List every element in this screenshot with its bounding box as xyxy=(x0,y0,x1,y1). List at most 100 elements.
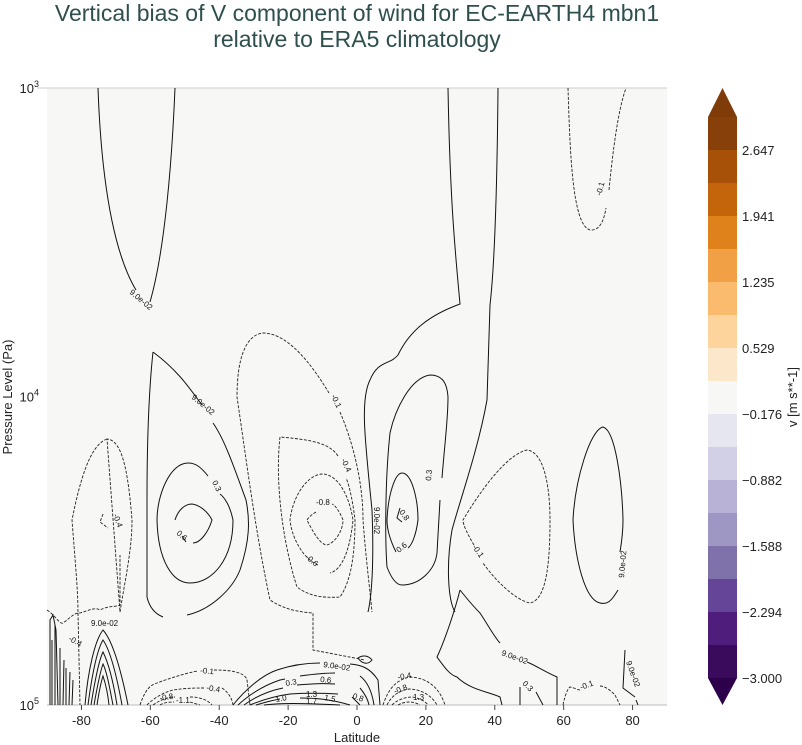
colorbar-band xyxy=(708,447,737,481)
y-tick-base: 10 xyxy=(20,81,34,96)
colorbar-extend-top xyxy=(708,88,737,117)
colorbar-tick-label: −0.176 xyxy=(742,407,782,422)
contour-line xyxy=(249,692,361,706)
contour-line xyxy=(243,683,370,706)
colorbar-band xyxy=(708,513,737,547)
colorbar-tick-label: 0.529 xyxy=(742,341,775,356)
contour-line xyxy=(567,87,627,231)
contour-label: 9.0e-02 xyxy=(617,550,628,578)
contour-line xyxy=(462,449,551,604)
colorbar-band xyxy=(708,282,737,316)
contour-line xyxy=(391,696,429,706)
colorbar-tick-label: 1.941 xyxy=(742,209,775,224)
colorbar xyxy=(708,88,737,705)
x-tick-label: 60 xyxy=(556,713,570,728)
contour-label: -0.4 xyxy=(206,683,222,694)
y-tick-exponent: 3 xyxy=(34,79,39,89)
contour-line xyxy=(385,374,449,586)
colorbar-band xyxy=(708,480,737,514)
contour-lines xyxy=(46,87,639,706)
contour-label: -0.8 xyxy=(159,692,175,703)
contour-line xyxy=(386,472,419,553)
colorbar-band xyxy=(708,183,737,217)
colorbar-band xyxy=(708,414,737,448)
contour-line xyxy=(90,650,118,706)
contour-label: 0.3 xyxy=(285,677,298,688)
contour-label: -0.1 xyxy=(594,180,606,196)
contour-line xyxy=(277,436,356,598)
contour-line xyxy=(386,688,438,706)
colorbar-extend-bottom xyxy=(708,678,737,705)
colorbar-band xyxy=(708,315,737,349)
contour-line xyxy=(306,503,344,546)
colorbar-band xyxy=(708,216,737,250)
y-tick-exponent: 5 xyxy=(34,696,39,706)
contour-line xyxy=(139,669,251,706)
contour-line xyxy=(156,462,234,584)
contour-line xyxy=(357,655,373,664)
colorbar-ticks: 2.647 1.941 1.235 0.529 −0.176 −0.882 −1.588 −2… xyxy=(742,143,782,686)
contour-line xyxy=(97,87,176,303)
contour-line xyxy=(562,685,621,706)
y-tick-label: 103 xyxy=(20,79,39,96)
chart-title-line-2: relative to ERA5 climatology xyxy=(213,26,501,52)
contour-label: -0.1 xyxy=(200,666,215,676)
colorbar-tick-label: −3.000 xyxy=(742,671,782,686)
x-tick-label: 80 xyxy=(625,713,639,728)
contour-line xyxy=(572,426,624,604)
contour-line xyxy=(397,701,421,706)
contour-line xyxy=(382,676,446,706)
contour-line xyxy=(146,351,249,618)
contour-line xyxy=(255,697,351,706)
contour-line xyxy=(159,701,201,706)
contour-label: 1.3 xyxy=(306,690,318,699)
contour-line xyxy=(236,332,373,661)
y-axis-label: Pressure Level (Pa) xyxy=(0,340,15,455)
y-tick-label: 105 xyxy=(20,696,39,713)
x-tick-label: 40 xyxy=(488,713,502,728)
x-tick-label: -40 xyxy=(210,713,229,728)
contour-line xyxy=(622,649,639,706)
colorbar-label: v [m s**-1] xyxy=(785,367,800,427)
contour-label: 0.3 xyxy=(210,479,223,493)
contour-label: 9.0e-02 xyxy=(323,660,352,673)
y-tick-label: 104 xyxy=(20,388,39,405)
chart-title-line-1: Vertical bias of V component of wind for… xyxy=(54,0,660,26)
contour-line xyxy=(263,703,341,706)
colorbar-tick-label: −2.294 xyxy=(742,605,782,620)
colorbar-band xyxy=(708,249,737,283)
colorbar-band xyxy=(708,348,737,382)
contour-line xyxy=(289,473,354,574)
contour-label: 1.0 xyxy=(275,693,288,704)
colorbar-band xyxy=(708,579,737,613)
contour-line xyxy=(396,507,403,523)
contour-label: 1.5 xyxy=(324,693,337,704)
contour-line xyxy=(237,672,375,706)
contour-line xyxy=(99,513,109,529)
contour-label: 1.7 xyxy=(306,697,318,706)
colorbar-tick-label: −1.588 xyxy=(742,539,782,554)
colorbar-band xyxy=(708,117,737,151)
x-tick-label: 20 xyxy=(419,713,433,728)
contour-label: 1.3 xyxy=(413,693,425,702)
contour-line xyxy=(87,639,123,706)
contour-line xyxy=(49,613,74,706)
colorbar-band xyxy=(708,546,737,580)
contour-label: 0.8 xyxy=(351,691,365,703)
x-tick-label: -20 xyxy=(279,713,298,728)
contour-label: 9.0e-02 xyxy=(372,507,381,535)
contour-line xyxy=(152,696,213,706)
contour-line xyxy=(436,589,558,706)
contour-line xyxy=(232,662,381,706)
contour-line xyxy=(447,87,499,613)
contour-line xyxy=(93,662,114,706)
x-tick-label: -60 xyxy=(141,713,160,728)
colorbar-tick-label: 1.235 xyxy=(742,275,775,290)
contour-line xyxy=(363,87,461,613)
contour-line xyxy=(174,503,213,544)
contour-line xyxy=(96,674,110,706)
plot-area xyxy=(47,88,667,705)
contour-line xyxy=(519,687,544,706)
contour-label: -0.4 xyxy=(397,671,413,682)
